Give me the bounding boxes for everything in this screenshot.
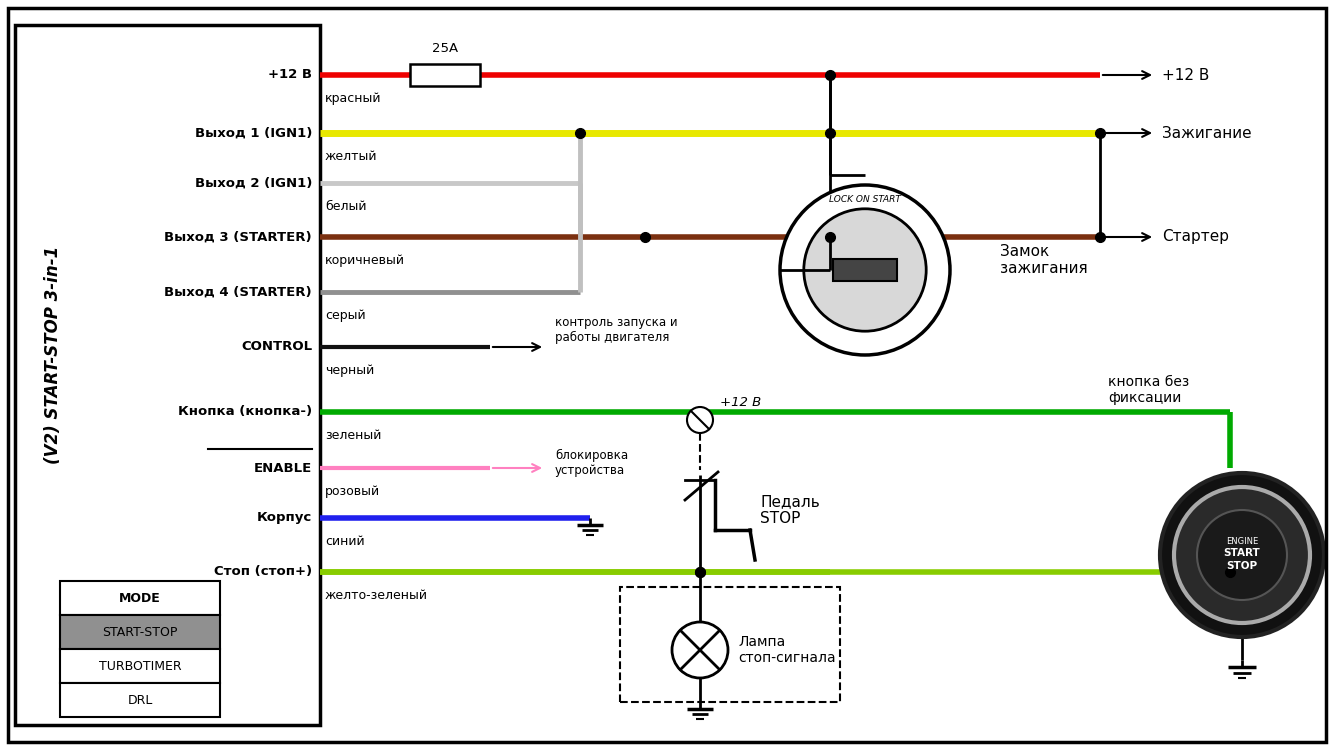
- Bar: [620, 587, 840, 702]
- Circle shape: [1161, 473, 1325, 637]
- Text: ENGINE: ENGINE: [1226, 536, 1258, 545]
- Bar: [832, 259, 898, 281]
- Text: желто-зеленый: желто-зеленый: [325, 589, 428, 602]
- Bar: [60, 615, 220, 649]
- Text: белый: белый: [325, 200, 367, 213]
- Text: Кнопка (кнопка-): Кнопка (кнопка-): [177, 406, 312, 418]
- Text: Зажигание: Зажигание: [1162, 125, 1251, 140]
- Text: синий: синий: [325, 535, 364, 548]
- Bar: [60, 581, 220, 615]
- Text: Стартер: Стартер: [1162, 230, 1229, 244]
- Bar: [60, 649, 220, 683]
- Text: MODE: MODE: [119, 592, 161, 604]
- Bar: [410, 64, 480, 86]
- Text: желтый: желтый: [325, 150, 378, 163]
- Text: 25A: 25A: [432, 42, 458, 55]
- Text: CONTROL: CONTROL: [241, 340, 312, 353]
- Bar: [60, 683, 220, 717]
- Text: Выход 2 (IGN1): Выход 2 (IGN1): [195, 176, 312, 190]
- Text: зеленый: зеленый: [325, 429, 382, 442]
- Text: LOCK ON START: LOCK ON START: [828, 195, 900, 204]
- Text: Выход 1 (IGN1): Выход 1 (IGN1): [195, 127, 312, 140]
- Bar: [15, 25, 320, 725]
- Text: START-STOP: START-STOP: [103, 626, 177, 638]
- Text: розовый: розовый: [325, 485, 380, 498]
- Text: коричневый: коричневый: [325, 254, 406, 267]
- Text: TURBOTIMER: TURBOTIMER: [99, 659, 181, 673]
- Circle shape: [1197, 510, 1287, 600]
- Text: Лампа
стоп-сигнала: Лампа стоп-сигнала: [738, 635, 835, 665]
- Text: Педаль
STOP: Педаль STOP: [760, 494, 820, 526]
- Text: +12 В: +12 В: [268, 68, 312, 82]
- Circle shape: [780, 185, 950, 355]
- Circle shape: [687, 407, 712, 433]
- Circle shape: [804, 209, 926, 332]
- Text: контроль запуска и
работы двигателя: контроль запуска и работы двигателя: [555, 316, 678, 344]
- Text: Стоп (стоп+): Стоп (стоп+): [213, 566, 312, 578]
- Text: Корпус: Корпус: [256, 512, 312, 524]
- Text: кнопка без
фиксации: кнопка без фиксации: [1109, 375, 1189, 405]
- Text: ENABLE: ENABLE: [253, 461, 312, 475]
- Text: STOP: STOP: [1226, 561, 1258, 571]
- Text: (V2) START-STOP 3-in-1: (V2) START-STOP 3-in-1: [44, 246, 61, 464]
- Text: START: START: [1223, 548, 1261, 558]
- Text: красный: красный: [325, 92, 382, 105]
- Text: +12 В: +12 В: [1162, 68, 1210, 82]
- Text: Замок
зажигания: Замок зажигания: [1000, 244, 1087, 276]
- Circle shape: [1174, 487, 1310, 623]
- Text: черный: черный: [325, 364, 375, 377]
- Text: блокировка
устройства: блокировка устройства: [555, 449, 628, 477]
- Text: Выход 3 (STARTER): Выход 3 (STARTER): [164, 230, 312, 244]
- Circle shape: [672, 622, 728, 678]
- Text: +12 В: +12 В: [720, 395, 762, 409]
- Text: серый: серый: [325, 309, 366, 322]
- Text: Выход 4 (STARTER): Выход 4 (STARTER): [164, 286, 312, 298]
- Text: DRL: DRL: [127, 694, 152, 706]
